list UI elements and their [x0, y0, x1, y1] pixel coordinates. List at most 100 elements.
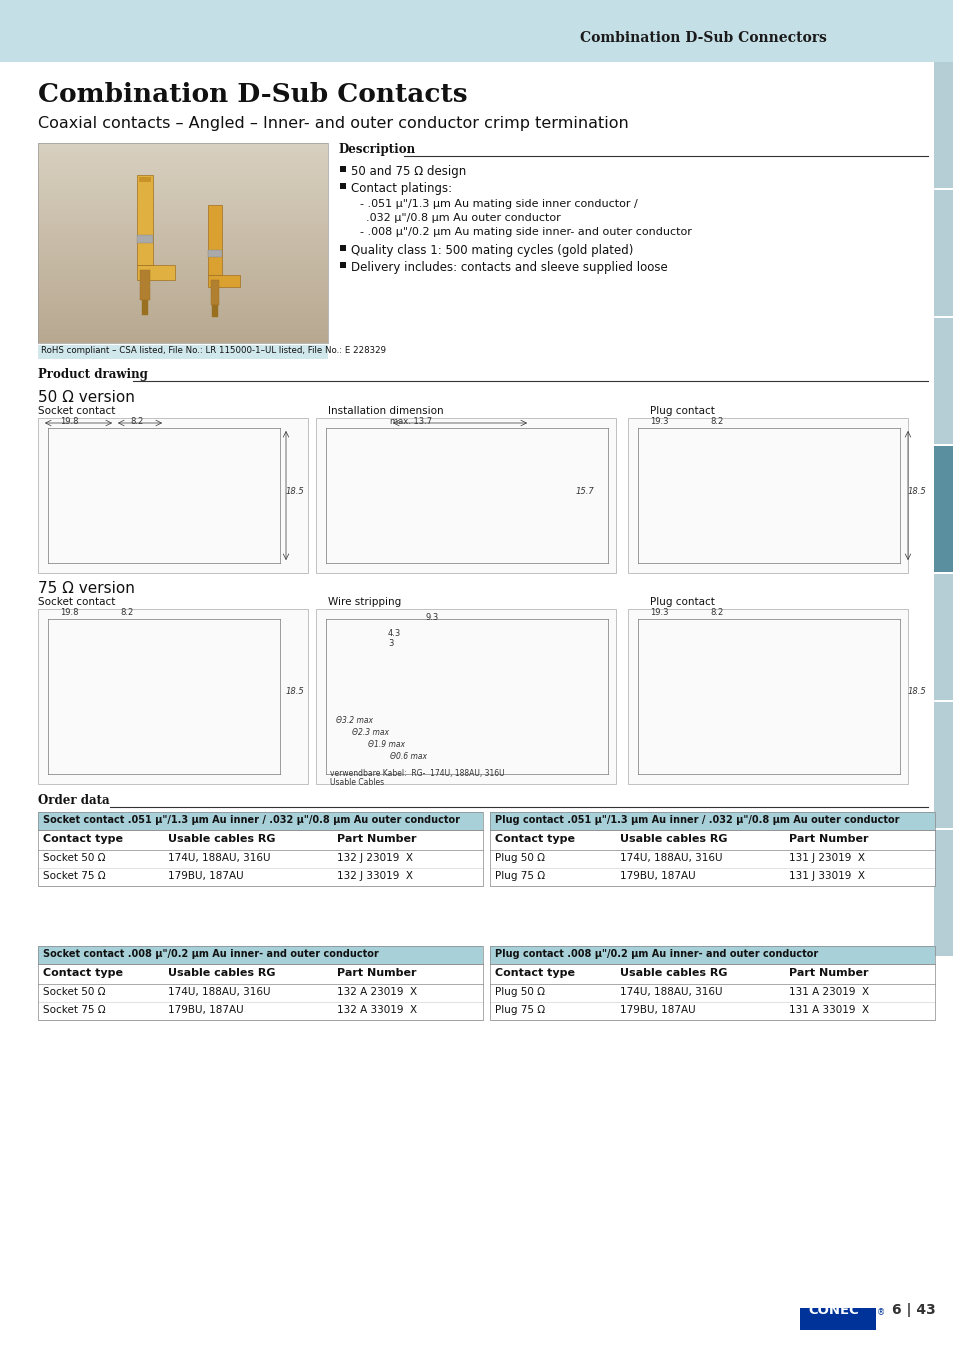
Text: 15.7: 15.7: [576, 486, 594, 495]
Text: Socket 50 Ω: Socket 50 Ω: [43, 987, 106, 998]
Text: Part Number: Part Number: [336, 968, 416, 977]
Text: 131 A 23019  X: 131 A 23019 X: [788, 987, 868, 998]
Text: Usable cables RG: Usable cables RG: [618, 968, 726, 977]
Text: Θ2.3 max: Θ2.3 max: [352, 728, 389, 737]
Bar: [933, 319, 953, 444]
Text: 75 Ω version: 75 Ω version: [38, 580, 134, 595]
Text: Θ3.2 max: Θ3.2 max: [335, 716, 373, 725]
Text: Θ0.6 max: Θ0.6 max: [390, 752, 427, 761]
Text: 18.5: 18.5: [907, 486, 925, 495]
Bar: [339, 184, 346, 189]
Bar: [490, 984, 934, 1002]
Text: 131 J 33019  X: 131 J 33019 X: [788, 871, 863, 882]
Bar: [339, 166, 346, 171]
Bar: [38, 609, 308, 784]
Polygon shape: [208, 205, 222, 275]
Polygon shape: [137, 176, 152, 265]
Bar: [490, 1002, 934, 1021]
Text: - .051 μ"/1.3 μm Au mating side inner conductor /: - .051 μ"/1.3 μm Au mating side inner co…: [359, 198, 638, 209]
Polygon shape: [208, 275, 240, 288]
Bar: [38, 811, 482, 830]
Text: Plug 50 Ω: Plug 50 Ω: [495, 987, 544, 998]
Text: 19.3: 19.3: [649, 417, 668, 427]
Bar: [490, 946, 934, 964]
Text: 8.2: 8.2: [709, 608, 722, 617]
Text: Usable cables RG: Usable cables RG: [618, 834, 726, 844]
Text: Contact type: Contact type: [43, 834, 123, 844]
Text: Product drawing: Product drawing: [38, 369, 148, 381]
Text: 50 and 75 Ω design: 50 and 75 Ω design: [351, 165, 466, 178]
Text: 131 A 33019  X: 131 A 33019 X: [788, 1004, 868, 1015]
Text: 19.8: 19.8: [60, 417, 78, 427]
Text: 179BU, 187AU: 179BU, 187AU: [168, 871, 243, 882]
Text: Wire stripping: Wire stripping: [328, 597, 401, 608]
Bar: [38, 868, 482, 886]
Text: ®: ®: [876, 1308, 884, 1318]
Text: Socket contact: Socket contact: [38, 597, 115, 608]
Text: 174U, 188AU, 316U: 174U, 188AU, 316U: [168, 987, 270, 998]
Text: 8.2: 8.2: [120, 608, 133, 617]
Text: 9.3: 9.3: [426, 613, 438, 622]
Bar: [339, 244, 346, 251]
Text: - .008 μ"/0.2 μm Au mating side inner- and outer conductor: - .008 μ"/0.2 μm Au mating side inner- a…: [359, 227, 691, 238]
Text: 179BU, 187AU: 179BU, 187AU: [618, 871, 695, 882]
Bar: [38, 830, 482, 850]
Text: 8.2: 8.2: [130, 417, 143, 427]
Bar: [315, 418, 616, 572]
Bar: [38, 946, 482, 1021]
Text: Socket 75 Ω: Socket 75 Ω: [43, 1004, 106, 1015]
Text: Part Number: Part Number: [788, 968, 867, 977]
Text: 132 J 33019  X: 132 J 33019 X: [336, 871, 413, 882]
Text: 6 | 43: 6 | 43: [891, 1303, 935, 1318]
Bar: [933, 446, 953, 572]
Text: 174U, 188AU, 316U: 174U, 188AU, 316U: [618, 853, 721, 863]
Text: 179BU, 187AU: 179BU, 187AU: [618, 1004, 695, 1015]
Text: CONEC: CONEC: [807, 1304, 858, 1318]
Text: 179BU, 187AU: 179BU, 187AU: [168, 1004, 243, 1015]
Text: Coaxial contacts – Angled – Inner- and outer conductor crimp termination: Coaxial contacts – Angled – Inner- and o…: [38, 116, 628, 131]
Text: .032 μ"/0.8 μm Au outer conductor: .032 μ"/0.8 μm Au outer conductor: [366, 213, 560, 223]
Bar: [933, 830, 953, 956]
Bar: [140, 270, 150, 300]
Bar: [627, 418, 907, 572]
Bar: [933, 190, 953, 316]
Text: 4.3: 4.3: [388, 629, 401, 639]
Bar: [800, 1308, 875, 1330]
Bar: [142, 300, 148, 315]
Text: Usable Cables: Usable Cables: [330, 778, 384, 787]
Bar: [490, 830, 934, 850]
Text: 18.5: 18.5: [286, 486, 304, 495]
Text: RoHS compliant – CSA listed, File No.: LR 115000-1–UL listed, File No.: E 228329: RoHS compliant – CSA listed, File No.: L…: [41, 346, 386, 355]
Text: 174U, 188AU, 316U: 174U, 188AU, 316U: [618, 987, 721, 998]
Bar: [490, 850, 934, 868]
Bar: [38, 143, 328, 343]
Text: 132 A 33019  X: 132 A 33019 X: [336, 1004, 416, 1015]
Text: Installation dimension: Installation dimension: [328, 406, 443, 416]
Text: 18.5: 18.5: [286, 687, 304, 697]
Text: Socket contact .008 μ"/0.2 μm Au inner- and outer conductor: Socket contact .008 μ"/0.2 μm Au inner- …: [43, 949, 378, 958]
Text: Plug contact: Plug contact: [649, 597, 714, 608]
Text: Delivery includes: contacts and sleeve supplied loose: Delivery includes: contacts and sleeve s…: [351, 261, 667, 274]
Text: Θ1.9 max: Θ1.9 max: [368, 740, 405, 749]
Text: Socket contact .051 μ"/1.3 μm Au inner / .032 μ"/0.8 μm Au outer conductor: Socket contact .051 μ"/1.3 μm Au inner /…: [43, 815, 459, 825]
Bar: [315, 609, 616, 784]
Text: 131 J 23019  X: 131 J 23019 X: [788, 853, 863, 863]
Text: Socket contact: Socket contact: [38, 406, 115, 416]
Bar: [490, 811, 934, 886]
Bar: [627, 609, 907, 784]
Text: verwendbare Kabel:  RG-  174U, 188AU, 316U: verwendbare Kabel: RG- 174U, 188AU, 316U: [330, 769, 504, 778]
Text: 19.8: 19.8: [60, 608, 78, 617]
Bar: [208, 250, 222, 256]
Text: max. 13.7: max. 13.7: [390, 417, 432, 427]
Bar: [38, 946, 482, 964]
Bar: [139, 177, 151, 182]
Text: 19.3: 19.3: [649, 608, 668, 617]
Text: Plug 75 Ω: Plug 75 Ω: [495, 871, 544, 882]
Bar: [490, 946, 934, 1021]
Text: Plug 75 Ω: Plug 75 Ω: [495, 1004, 544, 1015]
Text: Contact type: Contact type: [495, 834, 575, 844]
Text: Combination D-Sub Connectors: Combination D-Sub Connectors: [579, 31, 826, 45]
Bar: [38, 418, 308, 572]
Bar: [490, 868, 934, 886]
Bar: [933, 702, 953, 828]
